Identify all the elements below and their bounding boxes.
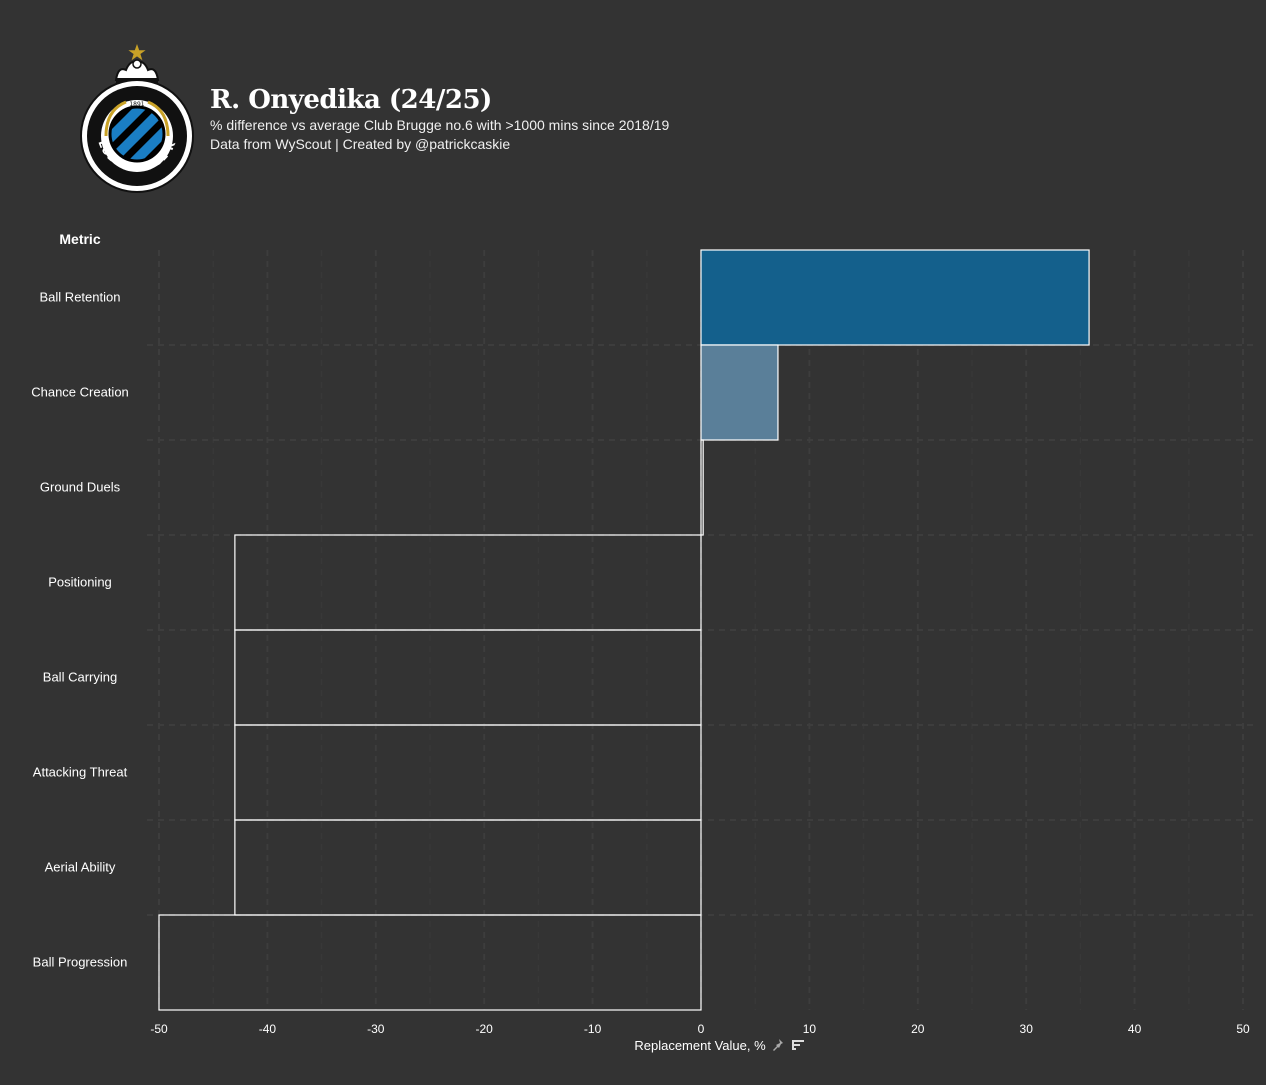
star-icon [128,44,146,61]
bar[interactable] [700,439,704,536]
pin-icon[interactable] [773,1039,783,1051]
x-tick-label: -40 [259,1022,277,1036]
x-tick-label: 20 [911,1022,925,1036]
chart-subtitle: % difference vs average Club Brugge no.6… [210,117,670,133]
bar[interactable] [700,249,1090,346]
category-label: Ground Duels [40,480,121,495]
x-tick-label: 10 [803,1022,817,1036]
category-label: Chance Creation [31,385,129,400]
category-label: Attacking Threat [33,765,128,780]
bar[interactable] [234,629,702,726]
bar[interactable] [234,819,702,916]
category-label: Positioning [48,575,112,590]
x-tick-label: -50 [150,1022,168,1036]
club-brugge-logo: 1891 CLUB BRUGGE KV [76,40,194,193]
category-labels: Ball Retention Chance Creation Ground Duel… [31,290,129,970]
sort-icon[interactable] [792,1040,804,1050]
y-axis-title: Metric [59,231,101,247]
x-tick-label: 30 [1020,1022,1034,1036]
bar[interactable] [700,344,779,441]
category-label: Aerial Ability [45,860,116,875]
x-tick-label: 40 [1128,1022,1142,1036]
x-tick-label: 0 [698,1022,705,1036]
x-axis-title: Replacement Value, % [634,1038,766,1053]
x-tick-label: -20 [476,1022,494,1036]
x-tick-labels: -50 -40 -30 -20 -10 0 10 20 30 40 50 [150,1022,1250,1036]
chart-source: Data from WyScout | Created by @patrickc… [210,136,511,152]
category-label: Ball Progression [33,955,128,970]
chart-header: R. Onyedika (24/25) % difference vs aver… [210,84,669,154]
bar[interactable] [234,724,702,821]
bar[interactable] [234,534,702,631]
bars [158,249,1090,1011]
chart-title: R. Onyedika (24/25) [210,85,492,115]
category-label: Ball Carrying [43,670,117,685]
bar[interactable] [158,914,702,1011]
category-label: Ball Retention [40,290,121,305]
x-tick-label: 50 [1236,1022,1250,1036]
x-tick-label: -30 [367,1022,385,1036]
logo-year: 1891 [129,101,144,108]
x-tick-label: -10 [584,1022,602,1036]
